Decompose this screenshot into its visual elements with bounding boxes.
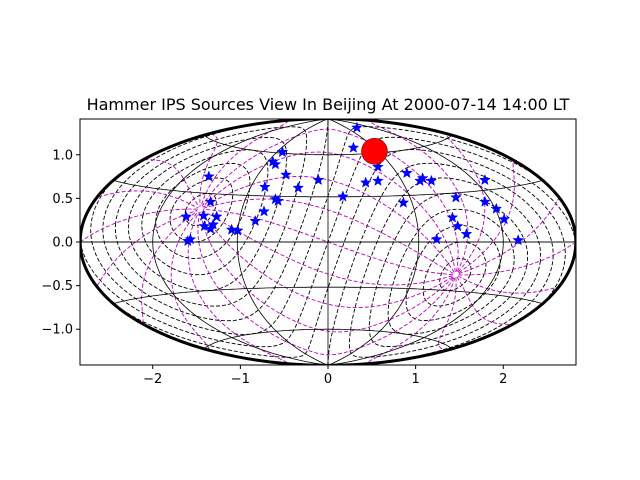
source-star [258,205,270,217]
source-star [490,202,503,214]
plot-area: −2 −1 0 1 2 −1.0 −0.5 0.0 0.5 1.0 [41,118,577,387]
source-star [347,141,360,153]
graticule [80,119,576,365]
sky-meridian [199,133,486,273]
sky-meridian [97,209,558,294]
source-star [202,170,215,182]
source-star [478,173,491,186]
source-star [225,223,238,235]
source-star [272,194,284,206]
x-tick-label: 1 [411,372,419,387]
sky-circle [439,257,472,292]
x-tick-label: 0 [324,372,332,387]
source-star [400,166,413,179]
source-star [269,158,282,170]
sky-meridian [200,120,469,272]
sky-circle [90,126,540,335]
y-tick-label: 0.5 [52,192,73,207]
y-tick-label: −1.0 [41,323,73,338]
source-star [425,174,438,186]
sources-series [180,121,525,247]
source-star [512,234,525,246]
source-star [276,145,289,158]
source-star [197,209,210,221]
source-star [416,172,429,184]
sky-meridian [98,190,559,275]
source-star [181,234,194,247]
source-star [460,227,473,240]
sky-circle [169,177,234,243]
x-tick-label: 2 [499,372,507,387]
sky-meridian [201,211,453,309]
sky-meridian [197,212,455,356]
x-tick-label: −2 [143,372,162,387]
source-star [231,224,244,236]
sky-meridian [200,212,454,333]
sky-circle [422,241,487,307]
source-star [210,210,223,222]
sky-meridian [202,210,453,286]
sky-meridian [202,151,456,272]
source-star [207,218,220,230]
source-star [180,210,192,222]
plot-clip-group [80,119,576,365]
sky-meridian [144,159,515,274]
source-star [259,180,271,193]
sky-circle [141,149,269,276]
sky-meridian [170,211,457,351]
source-star [446,211,459,223]
source-star [292,181,305,193]
source-star [450,191,462,203]
source-star [498,213,511,225]
source-star [371,174,384,187]
sky-circle [116,149,566,358]
source-star [204,195,217,207]
source-star [478,195,491,207]
x-tick-label: −1 [231,372,250,387]
y-tick-label: 1.0 [52,148,73,163]
source-star [198,220,211,232]
source-star [430,233,443,245]
source-star [451,220,464,232]
source-star [359,176,372,188]
sun-marker [361,137,388,165]
sky-meridian [203,175,455,273]
sky-meridian [80,208,575,276]
sky-meridian [141,210,512,325]
sky-meridian [203,198,454,274]
source-star [312,173,325,186]
y-tick-label: −0.5 [41,279,73,294]
source-star [280,168,292,180]
source-star [249,214,262,227]
source-star [372,160,384,172]
y-tick-label: 0.0 [52,236,73,251]
chart-title: Hammer IPS Sources View In Beijing At 20… [87,95,570,114]
source-star [337,190,349,202]
source-star [397,196,410,208]
source-star [351,121,363,133]
